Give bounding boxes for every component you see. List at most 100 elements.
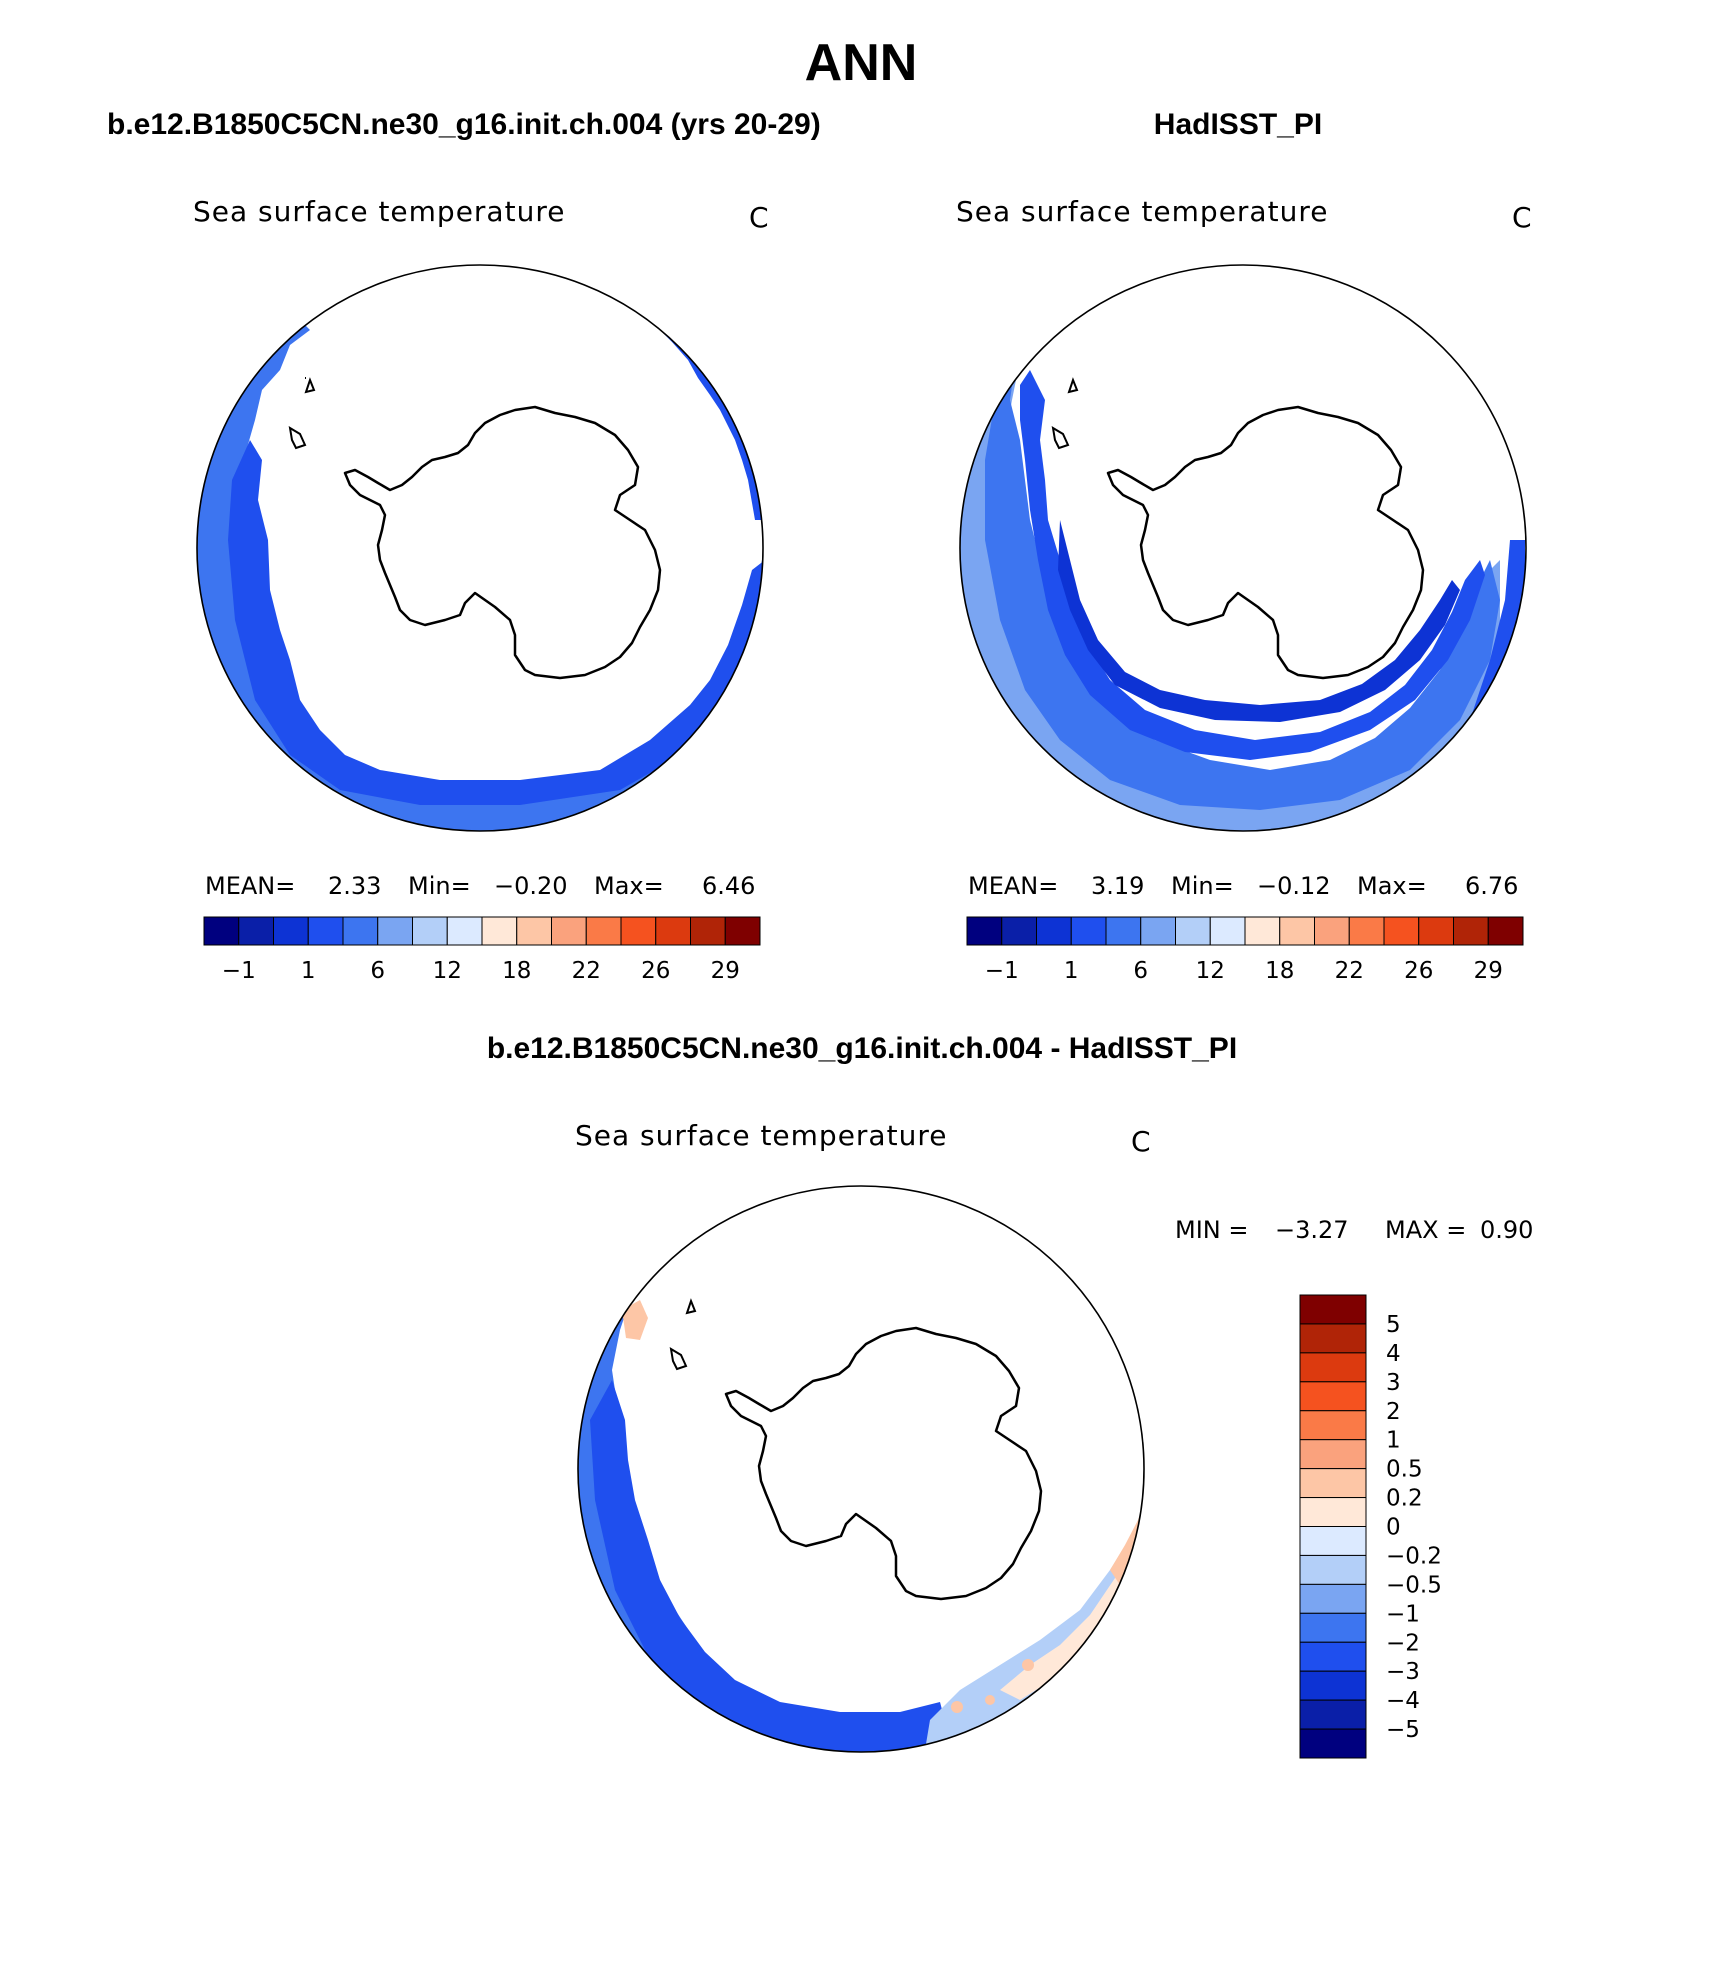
diff-warm-spot-1	[951, 1701, 963, 1713]
right-colorbar-swatch-11	[1348, 916, 1385, 946]
figure-title: ANN	[805, 34, 918, 92]
left-min-label: Min=	[408, 872, 471, 900]
right-map-panel: Sea surface temperature C MEAN= 3.19 Min…	[956, 195, 1533, 984]
diff-colorbar-tick-label: 4	[1386, 1341, 1401, 1367]
left-colorbar-tick-label: 18	[502, 958, 531, 984]
diff-colorbar-swatch-14	[1299, 1699, 1367, 1730]
left-map-boundary	[196, 264, 764, 832]
diff-colorbar-swatch-1	[1299, 1323, 1367, 1354]
left-panel-header: b.e12.B1850C5CN.ne30_g16.init.ch.004 (yr…	[107, 108, 821, 141]
diff-colorbar-tick-label: 5	[1386, 1312, 1401, 1338]
right-colorbar-swatch-1	[1001, 916, 1037, 946]
diff-colorbar-tick-label: −0.5	[1386, 1572, 1442, 1598]
left-colorbar-swatch-9	[516, 916, 552, 946]
diff-antarctica-coast	[724, 1326, 1043, 1601]
diff-min-value: −3.27	[1275, 1216, 1349, 1244]
diff-colorbar-tick-label: 2	[1386, 1399, 1401, 1425]
diff-colorbar-swatch-4	[1299, 1410, 1367, 1441]
diff-colorbar-ticks: 5 4 3 2 1 0.5 0.2 0−0.2 −0.5 −1 −2 −3 −4 −5	[1386, 1312, 1442, 1743]
left-colorbar-swatch-6	[412, 916, 448, 946]
right-colorbar-tick-label: −1	[985, 958, 1019, 984]
diff-sst-field	[578, 1200, 1144, 1752]
left-colorbar-ticks: −1 1 6 12 18 22 26 29	[222, 958, 740, 984]
right-mean-label: MEAN=	[968, 872, 1058, 900]
right-colorbar-swatch-0	[966, 916, 1003, 946]
left-colorbar-tick-label: 1	[301, 958, 316, 984]
left-peninsula-islands	[288, 377, 316, 450]
left-colorbar-swatch-12	[620, 916, 657, 946]
diff-colorbar-tick-label: −3	[1386, 1659, 1420, 1685]
diff-units-label: C	[1131, 1125, 1152, 1158]
left-antarctica-coast	[343, 405, 662, 680]
diff-positive-patch-northwest	[622, 1300, 648, 1340]
diff-max-value: 0.90	[1480, 1216, 1533, 1244]
diff-colorbar-swatch-2	[1299, 1352, 1367, 1383]
left-colorbar-swatch-4	[342, 916, 379, 946]
right-variable-label: Sea surface temperature	[956, 195, 1328, 228]
left-sst-field	[197, 290, 763, 831]
diff-colorbar-tick-label: 0.2	[1386, 1486, 1423, 1512]
right-colorbar-swatch-7	[1209, 916, 1246, 946]
diff-colorbar-swatch-0	[1299, 1294, 1367, 1325]
right-colorbar	[966, 916, 1524, 946]
right-colorbar-swatch-2	[1036, 916, 1072, 946]
left-colorbar-tick-label: 12	[433, 958, 462, 984]
left-mean-label: MEAN=	[205, 872, 295, 900]
left-colorbar-swatch-7	[446, 916, 483, 946]
left-map-panel: Sea surface temperature C MEAN= 2.33 Min…	[193, 195, 769, 984]
left-colorbar-swatch-3	[307, 916, 344, 946]
right-panel-header: HadISST_PI	[1154, 108, 1322, 141]
right-units-label: C	[1512, 201, 1533, 234]
diff-light-patch-south	[920, 1500, 1144, 1752]
left-colorbar-swatch-15	[724, 916, 761, 946]
right-sst-field	[960, 300, 1525, 831]
left-ocean-band-west-dark	[228, 440, 763, 805]
diff-colorbar-tick-label: −5	[1386, 1717, 1420, 1743]
left-colorbar-swatch-13	[655, 916, 691, 946]
left-max-label: Max=	[594, 872, 664, 900]
diff-colorbar-tick-label: −1	[1386, 1601, 1420, 1627]
right-colorbar-swatch-8	[1244, 916, 1281, 946]
right-colorbar-swatch-9	[1279, 916, 1315, 946]
diff-colorbar-swatch-6	[1299, 1468, 1367, 1499]
right-colorbar-tick-label: 6	[1133, 958, 1148, 984]
diff-colorbar-tick-label: −0.2	[1386, 1543, 1442, 1569]
left-colorbar-tick-label: 26	[641, 958, 670, 984]
diff-negative-band-west-inner	[590, 1380, 950, 1752]
right-antarctica-coast	[1106, 405, 1425, 680]
left-colorbar-swatch-10	[551, 916, 587, 946]
diff-colorbar-swatch-9	[1299, 1554, 1367, 1585]
diff-colorbar-swatch-8	[1299, 1526, 1367, 1556]
right-colorbar-tick-label: 18	[1265, 958, 1294, 984]
right-colorbar-swatch-12	[1383, 916, 1420, 946]
left-colorbar-tick-label: 22	[572, 958, 601, 984]
left-colorbar-swatch-0	[203, 916, 240, 946]
left-colorbar-swatch-11	[585, 916, 622, 946]
right-colorbar-swatch-4	[1105, 916, 1142, 946]
diff-map-boundary	[577, 1185, 1145, 1753]
diff-min-label: MIN =	[1175, 1216, 1248, 1244]
diff-max-label: MAX =	[1385, 1216, 1466, 1244]
diff-colorbar-swatch-11	[1299, 1612, 1367, 1643]
right-mean-value: 3.19	[1091, 872, 1144, 900]
diff-variable-label: Sea surface temperature	[575, 1119, 947, 1152]
diff-map-panel: Sea surface temperature C MIN = −3.27 MA…	[575, 1119, 1533, 1759]
diff-colorbar-tick-label: 0	[1386, 1515, 1401, 1541]
diff-colorbar-tick-label: 1	[1386, 1428, 1401, 1454]
right-colorbar-swatch-13	[1418, 916, 1454, 946]
left-colorbar-tick-label: 29	[711, 958, 740, 984]
diff-colorbar-tick-label: 3	[1386, 1370, 1401, 1396]
left-colorbar-swatch-1	[238, 916, 274, 946]
right-colorbar-swatch-5	[1140, 916, 1176, 946]
right-colorbar-tick-label: 12	[1196, 958, 1225, 984]
diff-colorbar-swatch-12	[1299, 1641, 1367, 1672]
diff-colorbar-swatch-13	[1299, 1670, 1367, 1701]
right-min-value: −0.12	[1257, 872, 1331, 900]
right-peninsula-islands	[1051, 377, 1079, 450]
left-min-value: −0.20	[494, 872, 568, 900]
left-colorbar-tick-label: 6	[370, 958, 385, 984]
right-colorbar-tick-label: 22	[1335, 958, 1364, 984]
right-colorbar-swatch-10	[1314, 916, 1350, 946]
diff-warm-spot-2	[985, 1695, 995, 1705]
